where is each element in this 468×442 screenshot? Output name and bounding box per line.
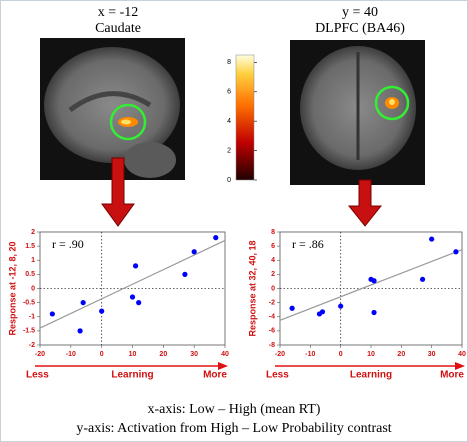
y-tick-label: -6 — [269, 328, 275, 335]
y-tick-label: 0 — [31, 285, 35, 292]
brain-image — [290, 40, 425, 185]
x-tick-label: -20 — [35, 351, 45, 358]
x-tick-label: -10 — [66, 351, 76, 358]
y-tick-label: 1.5 — [25, 243, 35, 250]
y-tick-label: 4 — [271, 257, 275, 264]
point — [130, 294, 135, 299]
y-tick-label: 2 — [31, 229, 35, 236]
panel-coordinate: x = -12 — [98, 5, 139, 20]
point — [182, 272, 187, 277]
x-tick-label: 10 — [129, 351, 137, 358]
x-tick-label: 10 — [367, 351, 375, 358]
x-tick-label: 30 — [190, 351, 198, 358]
point — [213, 235, 218, 240]
x-tick-label: 20 — [159, 351, 167, 358]
colorbar-tick-label: 8 — [227, 59, 231, 66]
x-tick-label: 0 — [339, 351, 343, 358]
point — [133, 263, 138, 268]
y-axis-label: Response at -12, 8, 20 — [7, 241, 17, 335]
arrow-label: More — [440, 370, 464, 381]
y-tick-label: 1 — [31, 257, 35, 264]
colorbar — [236, 55, 254, 180]
y-axis-label: Response at 32, 40, 18 — [247, 240, 257, 336]
caption: x-axis: Low – High (mean RT) — [148, 402, 321, 417]
y-tick-label: 8 — [271, 229, 275, 236]
annotation: r = .90 — [52, 237, 84, 251]
x-tick-label: 20 — [397, 351, 405, 358]
y-tick-label: -8 — [269, 342, 275, 349]
point — [77, 328, 82, 333]
y-tick-label: 0.5 — [25, 271, 35, 278]
point — [429, 236, 434, 241]
x-tick-label: 40 — [458, 351, 466, 358]
point — [453, 249, 458, 254]
panel-region: DLPFC (BA46) — [315, 21, 405, 36]
x-tick-label: 0 — [100, 351, 104, 358]
y-tick-label: -4 — [269, 314, 275, 321]
panel-region: Caudate — [95, 21, 141, 36]
point — [338, 304, 343, 309]
point — [136, 300, 141, 305]
colorbar-tick-label: 6 — [227, 89, 231, 96]
arrow-label: Less — [26, 370, 49, 381]
y-tick-label: -1 — [29, 314, 35, 321]
point — [192, 249, 197, 254]
arrow — [349, 180, 381, 226]
caption: y-axis: Activation from High – Low Proba… — [76, 421, 391, 436]
arrow-label: Learning — [350, 370, 392, 381]
point — [50, 311, 55, 316]
colorbar-tick-label: 2 — [227, 147, 231, 154]
annotation: r = .86 — [292, 237, 324, 251]
point — [320, 309, 325, 314]
y-tick-label: -2 — [269, 299, 275, 306]
y-tick-label: -1.5 — [23, 328, 35, 335]
y-tick-label: 2 — [271, 271, 275, 278]
point — [371, 278, 376, 283]
panel-coordinate: y = 40 — [342, 5, 378, 20]
colorbar-tick-label: 0 — [227, 177, 231, 184]
x-tick-label: 40 — [221, 351, 229, 358]
y-tick-label: -2 — [29, 342, 35, 349]
x-tick-label: -10 — [305, 351, 315, 358]
arrow-label: More — [203, 370, 227, 381]
y-tick-label: -0.5 — [23, 299, 35, 306]
point — [81, 300, 86, 305]
arrow-label: Less — [266, 370, 289, 381]
x-tick-label: 30 — [428, 351, 436, 358]
colorbar-tick-label: 4 — [227, 118, 231, 125]
point — [420, 277, 425, 282]
y-tick-label: 6 — [271, 243, 275, 250]
point — [290, 306, 295, 311]
point — [99, 309, 104, 314]
figure: x = -12 Caudate y = 40 DLPFC (BA46) x-ax… — [0, 0, 468, 442]
point — [371, 310, 376, 315]
arrow-label: Learning — [111, 370, 153, 381]
y-tick-label: 0 — [271, 285, 275, 292]
x-tick-label: -20 — [275, 351, 285, 358]
